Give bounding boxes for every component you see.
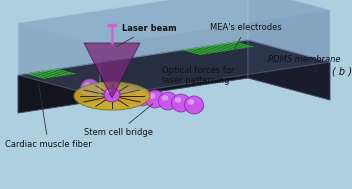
Polygon shape	[190, 48, 211, 54]
Ellipse shape	[106, 94, 118, 98]
Ellipse shape	[188, 99, 194, 105]
Ellipse shape	[107, 84, 126, 102]
Ellipse shape	[94, 82, 113, 100]
Ellipse shape	[107, 89, 126, 101]
Ellipse shape	[81, 79, 100, 97]
Ellipse shape	[84, 82, 90, 88]
Ellipse shape	[110, 87, 116, 93]
Polygon shape	[225, 43, 246, 48]
Polygon shape	[18, 0, 248, 75]
Polygon shape	[51, 70, 71, 75]
Polygon shape	[248, 0, 330, 62]
Polygon shape	[18, 23, 100, 97]
Polygon shape	[38, 71, 59, 77]
Text: Stem cell bridge: Stem cell bridge	[83, 104, 153, 137]
Polygon shape	[48, 48, 280, 84]
Text: Cardiac muscle fiber: Cardiac muscle fiber	[5, 83, 92, 149]
Text: ( b ): ( b )	[332, 67, 352, 77]
Ellipse shape	[133, 93, 152, 105]
Polygon shape	[34, 72, 55, 77]
Ellipse shape	[104, 88, 120, 102]
Polygon shape	[182, 50, 203, 55]
Ellipse shape	[149, 93, 155, 99]
Polygon shape	[248, 40, 330, 100]
Ellipse shape	[159, 97, 178, 109]
Text: MEA's electrodes: MEA's electrodes	[210, 23, 282, 56]
Polygon shape	[186, 49, 207, 54]
Ellipse shape	[186, 101, 205, 113]
Text: PDMS membrane: PDMS membrane	[268, 56, 340, 71]
Polygon shape	[233, 42, 254, 47]
Ellipse shape	[162, 95, 168, 101]
Polygon shape	[206, 46, 226, 51]
Polygon shape	[100, 10, 330, 97]
Ellipse shape	[136, 91, 142, 97]
Polygon shape	[221, 44, 242, 49]
Text: Optical forces for
laser patterning: Optical forces for laser patterning	[138, 66, 234, 85]
Polygon shape	[18, 40, 248, 113]
Ellipse shape	[119, 86, 138, 104]
Polygon shape	[35, 45, 267, 80]
Ellipse shape	[184, 96, 203, 114]
Polygon shape	[39, 46, 271, 81]
Polygon shape	[47, 70, 67, 75]
Polygon shape	[51, 49, 284, 84]
Polygon shape	[198, 47, 219, 53]
Polygon shape	[24, 42, 255, 77]
Polygon shape	[26, 73, 46, 79]
Ellipse shape	[74, 82, 150, 110]
Ellipse shape	[172, 99, 191, 111]
Ellipse shape	[123, 89, 129, 95]
Polygon shape	[194, 48, 215, 53]
Ellipse shape	[145, 90, 164, 108]
Polygon shape	[18, 0, 330, 45]
Polygon shape	[32, 44, 264, 79]
Text: Laser beam: Laser beam	[117, 24, 177, 47]
Polygon shape	[202, 47, 222, 52]
Ellipse shape	[158, 92, 177, 110]
Polygon shape	[218, 44, 238, 50]
Ellipse shape	[107, 89, 112, 93]
Polygon shape	[229, 43, 250, 48]
Polygon shape	[18, 40, 330, 97]
Polygon shape	[27, 43, 260, 78]
Ellipse shape	[82, 84, 101, 96]
Ellipse shape	[175, 97, 181, 103]
Polygon shape	[210, 45, 230, 51]
Polygon shape	[84, 43, 140, 98]
Polygon shape	[30, 73, 51, 78]
Polygon shape	[55, 69, 75, 74]
Ellipse shape	[146, 95, 165, 107]
Polygon shape	[214, 45, 234, 50]
Ellipse shape	[97, 85, 103, 91]
Polygon shape	[43, 71, 63, 76]
Ellipse shape	[94, 87, 113, 99]
Ellipse shape	[171, 94, 190, 112]
Ellipse shape	[132, 88, 151, 106]
Ellipse shape	[120, 91, 139, 103]
